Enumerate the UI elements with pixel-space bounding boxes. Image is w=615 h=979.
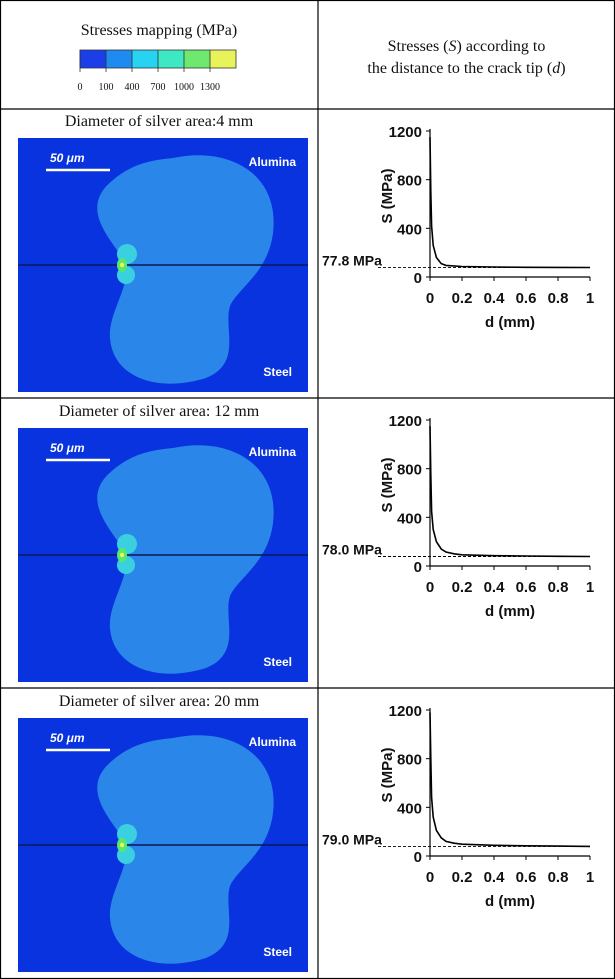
- x-tick-label: 0.8: [548, 869, 569, 886]
- x-tick-label: 0: [426, 290, 434, 307]
- x-tick-label: 0.6: [516, 579, 537, 596]
- y-tick-label: 1200: [389, 413, 422, 430]
- legend-tick-label: 400: [125, 82, 140, 93]
- header-line1-text-end: ) according to: [456, 38, 546, 55]
- x-tick-label: 1: [586, 579, 594, 596]
- y-tick-label: 0: [414, 270, 422, 287]
- header-line1-text: Stresses (: [387, 38, 449, 55]
- reference-annotation: 77.8 MPa: [322, 253, 382, 269]
- y-tick-label: 1200: [389, 703, 422, 720]
- stress-blob: [97, 155, 274, 384]
- x-tick-label: 0.4: [484, 869, 506, 886]
- x-tick-label: 0: [426, 869, 434, 886]
- row-1-chart: 0 400 800 1200 0 0.2 0.4 0.6 0.8 1 d (mm) S (MPa) 77…: [318, 109, 615, 398]
- x-tick-label: 1: [586, 869, 594, 886]
- reference-annotation: 78.0 MPa: [322, 542, 382, 558]
- stress-curve: [429, 137, 591, 269]
- material-label-top: Alumina: [249, 735, 297, 749]
- y-tick-label: 0: [414, 849, 422, 866]
- row-3-stress-map: 50 μm Alumina Steel: [18, 718, 308, 972]
- x-axis-label: d (mm): [485, 314, 535, 331]
- row-2-stress-map: 50 μm Alumina Steel: [18, 428, 308, 682]
- scale-label: 50 μm: [50, 151, 85, 165]
- stress-curve: [429, 426, 591, 558]
- legend-tick-label: 1300: [200, 82, 220, 93]
- material-label-top: Alumina: [249, 155, 297, 169]
- y-axis-label: S (MPa): [379, 457, 396, 512]
- scale-label: 50 μm: [50, 441, 85, 455]
- x-tick-label: 0: [426, 579, 434, 596]
- hotspot-core: [119, 842, 125, 848]
- y-axis-label: S (MPa): [379, 168, 396, 223]
- header-right-cell: Stresses (S) according to the distance t…: [318, 0, 615, 109]
- legend-swatch: [106, 50, 132, 68]
- y-tick-label: 0: [414, 559, 422, 576]
- header-right-line2: the distance to the crack tip (d): [318, 60, 615, 78]
- y-axis-label: S (MPa): [379, 747, 396, 802]
- x-tick-label: 0.6: [516, 290, 537, 307]
- y-tick-label: 400: [397, 221, 422, 238]
- legend-cell: Stresses mapping (MPa) 0 100 400 700 1000 130…: [0, 0, 318, 109]
- legend-swatch: [158, 50, 184, 68]
- legend-tick-label: 700: [151, 82, 166, 93]
- legend-tick-label: 1000: [174, 82, 194, 93]
- x-tick-label: 0.2: [452, 290, 473, 307]
- x-axis-label: d (mm): [485, 603, 535, 620]
- legend-tick-label: 0: [78, 82, 83, 93]
- legend-swatch: [80, 50, 106, 68]
- y-tick-label: 800: [397, 173, 422, 190]
- y-tick-label: 400: [397, 510, 422, 527]
- legend-swatch: [132, 50, 158, 68]
- material-label-top: Alumina: [249, 445, 297, 459]
- row-1-caption: Diameter of silver area:4 mm: [64, 113, 254, 130]
- legend-tick-label: 100: [99, 82, 114, 93]
- x-tick-label: 1: [586, 290, 594, 307]
- stress-curve: [429, 712, 591, 848]
- legend-swatch: [184, 50, 210, 68]
- y-tick-label: 1200: [389, 124, 422, 141]
- stress-blob: [97, 445, 274, 674]
- y-tick-label: 400: [397, 800, 422, 817]
- reference-annotation: 79.0 MPa: [322, 831, 382, 847]
- row-1-stress-map: 50 μm Alumina Steel: [18, 138, 308, 392]
- symbol-d: d: [552, 60, 561, 77]
- header-line2-text-end: ): [560, 60, 566, 77]
- row-2-caption: Diameter of silver area: 12 mm: [58, 403, 260, 420]
- x-tick-label: 0.4: [484, 290, 506, 307]
- hotspot-core: [119, 552, 125, 558]
- x-tick-label: 0.6: [516, 869, 537, 886]
- x-tick-label: 0.8: [548, 290, 569, 307]
- material-label-bottom: Steel: [263, 655, 292, 669]
- x-axis-label: d (mm): [485, 893, 535, 910]
- scale-label: 50 μm: [50, 731, 85, 745]
- row-3-caption: Diameter of silver area: 20 mm: [58, 693, 260, 710]
- material-label-bottom: Steel: [263, 945, 292, 959]
- material-label-bottom: Steel: [263, 365, 292, 379]
- legend-title: Stresses mapping (MPa): [80, 22, 238, 39]
- hotspot-core: [119, 262, 125, 268]
- x-tick-label: 0.2: [452, 579, 473, 596]
- row-3-chart: 0 400 800 1200 0 0.2 0.4 0.6 0.8 1 d (mm) S (MPa) 79…: [318, 688, 615, 979]
- x-tick-label: 0.8: [548, 579, 569, 596]
- y-tick-label: 800: [397, 462, 422, 479]
- header-right-line1: Stresses (S) according to: [318, 38, 615, 56]
- stress-blob: [97, 735, 274, 964]
- header-line2-text: the distance to the crack tip (: [367, 60, 553, 77]
- y-tick-label: 800: [397, 752, 422, 769]
- x-tick-label: 0.2: [452, 869, 473, 886]
- row-2-chart: 0 400 800 1200 0 0.2 0.4 0.6 0.8 1 d (mm) S (MPa) 78…: [318, 398, 615, 688]
- legend-colorbar: 0 100 400 700 1000 1300: [78, 49, 237, 93]
- x-tick-label: 0.4: [484, 579, 506, 596]
- symbol-s: S: [448, 38, 457, 55]
- legend-swatch: [210, 50, 236, 68]
